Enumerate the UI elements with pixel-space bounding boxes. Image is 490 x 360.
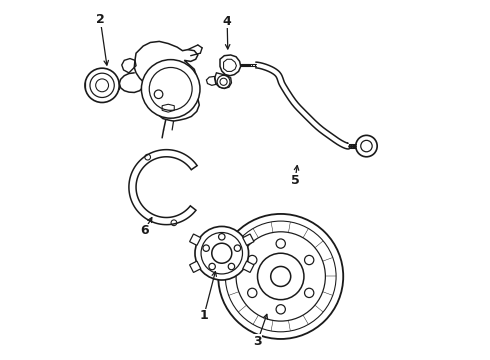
Text: 3: 3: [253, 335, 262, 348]
Text: 6: 6: [140, 224, 148, 237]
Polygon shape: [190, 261, 201, 273]
Polygon shape: [243, 261, 254, 273]
Circle shape: [195, 226, 248, 280]
Text: 2: 2: [96, 13, 105, 27]
Text: 1: 1: [199, 309, 208, 322]
Polygon shape: [243, 234, 254, 246]
Text: 5: 5: [291, 174, 299, 186]
Text: 4: 4: [223, 14, 231, 27]
Circle shape: [142, 60, 200, 118]
Polygon shape: [190, 234, 201, 246]
